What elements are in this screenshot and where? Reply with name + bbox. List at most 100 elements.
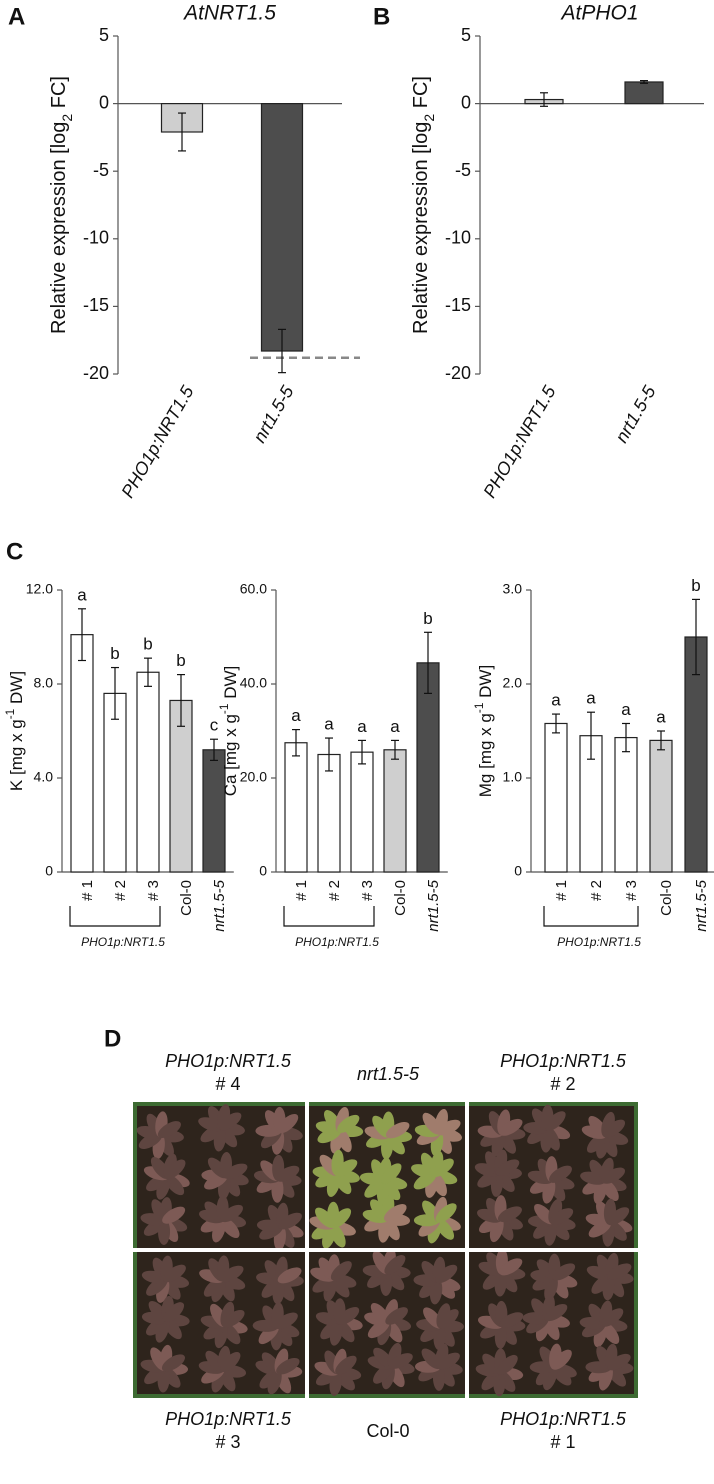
rosette <box>140 1197 188 1245</box>
leaf <box>383 1204 407 1222</box>
leaf <box>499 1312 524 1328</box>
y-tick-label: 40.0 <box>240 675 267 691</box>
leaf <box>220 1204 243 1223</box>
group-label: PHO1p:NRT1.5 <box>81 935 165 949</box>
y-tick-label: 12.0 <box>26 581 53 597</box>
x-tick-label: nrt1.5-5 <box>425 879 442 931</box>
leaf <box>334 1159 358 1177</box>
leaf <box>330 1261 352 1281</box>
error-bar <box>278 328 286 374</box>
leaf <box>497 1206 522 1223</box>
rosette <box>315 1106 364 1154</box>
leaf <box>435 1264 458 1284</box>
bar <box>544 722 568 873</box>
group-bracket <box>69 906 161 927</box>
rosette <box>523 1104 571 1153</box>
bar <box>103 692 127 873</box>
leaf <box>163 1264 186 1283</box>
leaf <box>436 1119 461 1136</box>
error-bar <box>391 739 399 760</box>
leaf <box>497 1354 518 1375</box>
significance-letter: b <box>423 609 432 628</box>
leaf <box>277 1267 302 1284</box>
leaf <box>435 1203 457 1223</box>
photo-caption: nrt1.5-5 <box>357 1064 420 1084</box>
y-axis-label: Ca [mg x g-1 DW] <box>217 666 240 797</box>
error-bar <box>622 722 630 753</box>
y-tick-label: 20.0 <box>240 769 267 785</box>
rosette <box>477 1300 526 1349</box>
error-bar <box>178 112 186 152</box>
bar <box>317 753 341 873</box>
photo-caption-line: # 2 <box>550 1074 575 1094</box>
x-tick-label: # 1 <box>79 880 96 901</box>
leaf <box>278 1212 302 1230</box>
significance-letter: b <box>691 576 700 595</box>
y-tick-label: 5 <box>461 25 471 45</box>
y-tick-label: -15 <box>445 295 471 315</box>
photo-caption-line: # 1 <box>550 1432 575 1452</box>
rosette <box>586 1252 634 1301</box>
leaf <box>275 1165 300 1182</box>
error-bar <box>111 666 119 720</box>
y-axis-label-tail: DW] <box>7 671 26 709</box>
significance-letter: a <box>621 700 631 719</box>
panel-letter: C <box>6 538 23 565</box>
rosette <box>364 1111 413 1160</box>
y-tick-label: 5 <box>99 25 109 45</box>
leaf <box>384 1255 406 1275</box>
error-bar <box>292 728 300 757</box>
rosette <box>199 1255 246 1303</box>
rosette <box>198 1345 247 1393</box>
leaf <box>223 1163 248 1180</box>
x-tick-label: PHO1p:NRT1.5 <box>117 382 198 502</box>
leaf <box>161 1354 185 1372</box>
rosette <box>527 1198 576 1246</box>
leaf <box>157 1121 181 1138</box>
rosette <box>475 1348 524 1397</box>
x-tick-label: # 3 <box>623 880 640 901</box>
significance-letter: a <box>586 689 596 708</box>
leaf <box>544 1111 566 1132</box>
rosette <box>199 1195 247 1243</box>
rosette <box>200 1301 248 1349</box>
significance-letter: a <box>656 707 666 726</box>
leaf <box>335 1355 357 1375</box>
leaf <box>549 1165 572 1183</box>
y-axis-label-tail: FC] <box>48 76 70 114</box>
y-tick-label: 3.0 <box>503 581 523 597</box>
y-tick-label: -20 <box>445 363 471 383</box>
rosette <box>413 1256 461 1305</box>
x-tick-label: nrt1.5-5 <box>693 879 710 931</box>
y-axis-label-text: Mg [mg x g <box>476 713 495 797</box>
rosette <box>201 1151 249 1200</box>
bar <box>350 751 374 873</box>
x-tick-label: # 3 <box>359 880 376 901</box>
leaf <box>220 1265 244 1283</box>
y-axis-label: Relative expression [log2 FC] <box>48 76 74 334</box>
x-tick-label: Col-0 <box>178 880 195 916</box>
photo-caption-line: # 4 <box>215 1074 240 1094</box>
rosette <box>141 1255 190 1303</box>
rosette <box>367 1342 415 1390</box>
leaf <box>544 1303 568 1322</box>
leaf <box>431 1158 454 1177</box>
y-tick-label: 4.0 <box>34 769 54 785</box>
rosette <box>416 1303 465 1351</box>
bar <box>416 662 440 873</box>
leaf <box>601 1308 624 1327</box>
leaf <box>607 1263 632 1280</box>
y-axis-label-text: K [mg x g <box>7 719 26 791</box>
y-axis-label-tail: DW] <box>221 666 240 704</box>
leaf <box>601 1167 626 1184</box>
leaf <box>385 1121 410 1139</box>
x-tick-label: Col-0 <box>658 880 675 916</box>
y-tick-label: 0 <box>259 863 267 879</box>
y-axis-label-sub: 2 <box>59 114 75 122</box>
y-axis-label: Mg [mg x g-1 DW] <box>472 665 495 797</box>
leaf <box>277 1113 299 1134</box>
leaf <box>549 1208 574 1225</box>
rosette <box>415 1343 463 1391</box>
rosette <box>309 1201 356 1249</box>
